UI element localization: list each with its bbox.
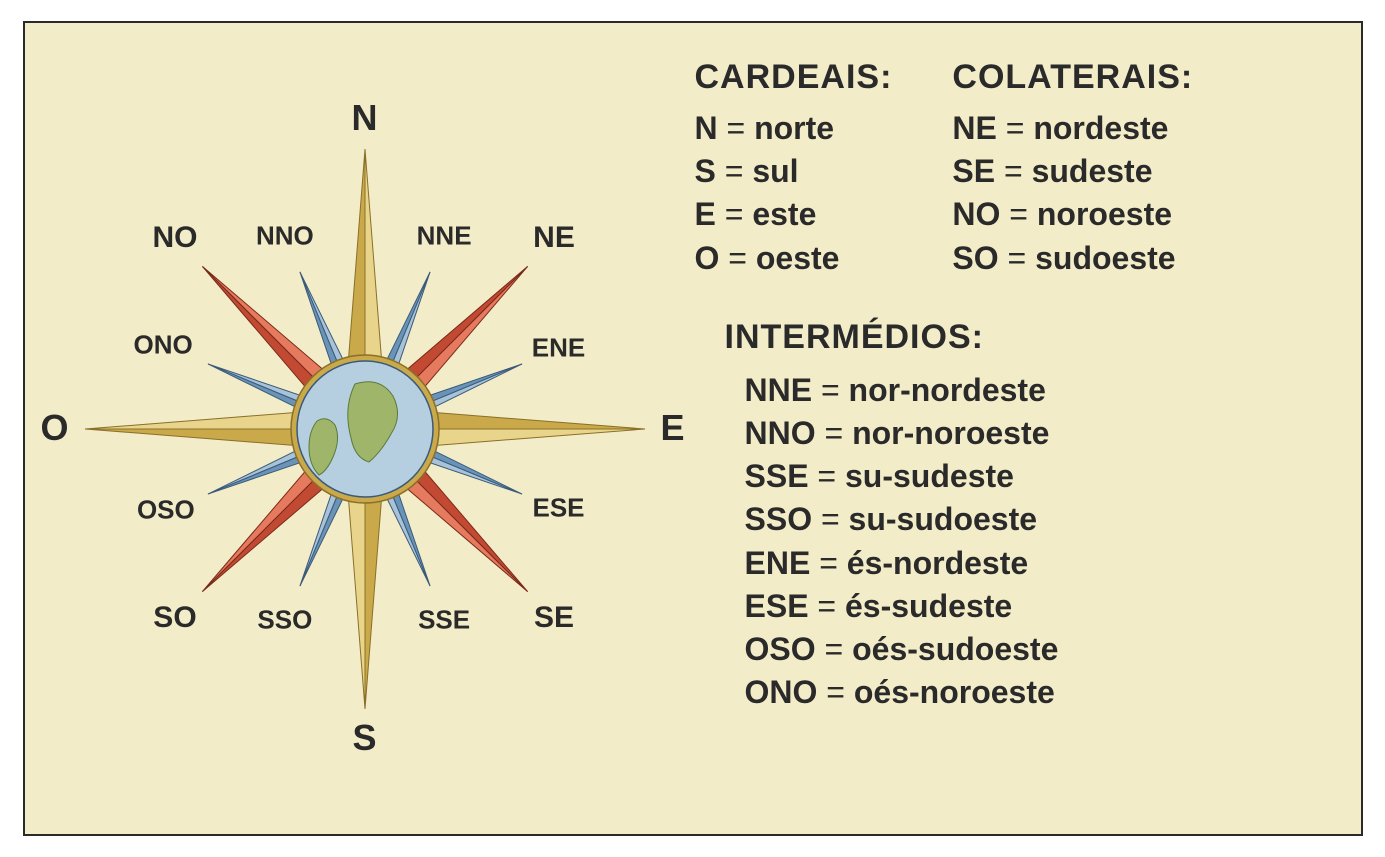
intermedios-item: ENE = és-nordeste xyxy=(745,542,1341,585)
compass-rose xyxy=(25,24,685,834)
intermedios-item: ONO = oés-noroeste xyxy=(745,671,1341,714)
compass-label-ONO: ONO xyxy=(133,329,192,360)
legend-area: CARDEAIS: N = norteS = sulE = esteO = oe… xyxy=(685,23,1361,834)
intermedios-name: = xyxy=(809,458,845,494)
intermedios-name: = xyxy=(810,545,846,581)
compass-label-SO: SO xyxy=(153,601,196,635)
colaterais-item: SE = sudeste xyxy=(952,150,1193,193)
compass-label-O: O xyxy=(40,407,68,449)
colaterais-item: NE = nordeste xyxy=(952,107,1193,150)
cardeais-item: O = oeste xyxy=(695,237,893,280)
intermedios-abbr: NNO xyxy=(745,415,816,451)
cardeais-name: = xyxy=(716,196,752,232)
colaterais-item: SO = sudoeste xyxy=(952,237,1193,280)
cardeais-title: CARDEAIS: xyxy=(695,58,893,97)
intermedios-item: NNE = nor-nordeste xyxy=(745,369,1341,412)
compass-label-NNO: NNO xyxy=(256,220,314,251)
intermedios-column: INTERMÉDIOS: NNE = nor-nordesteNNO = nor… xyxy=(745,318,1341,715)
compass-label-N: N xyxy=(352,97,378,139)
colaterais-abbr: SO xyxy=(952,240,998,276)
compass-label-OSO: OSO xyxy=(137,495,195,526)
intermedios-name: = xyxy=(816,415,852,451)
compass-label-SE: SE xyxy=(534,601,574,635)
compass-label-ENE: ENE xyxy=(532,332,585,363)
diagram-frame: NNNENEENEEESESESSESSSOSOOSOOONONONNO CAR… xyxy=(23,21,1363,836)
cardeais-abbr: S xyxy=(695,153,716,189)
compass-label-SSO: SSO xyxy=(257,605,312,636)
intermedios-item: OSO = oés-sudoeste xyxy=(745,628,1341,671)
intermedios-list: NNE = nor-nordesteNNO = nor-noroesteSSE … xyxy=(745,369,1341,715)
intermedios-item: ESE = és-sudeste xyxy=(745,585,1341,628)
colaterais-list: NE = nordesteSE = sudesteNO = noroesteSO… xyxy=(952,107,1193,280)
intermedios-name: = xyxy=(817,674,853,710)
intermedios-name: = xyxy=(812,501,848,537)
cardeais-name: = xyxy=(719,240,755,276)
cardeais-item: S = sul xyxy=(695,150,893,193)
intermedios-abbr: NNE xyxy=(745,372,813,408)
colaterais-title: COLATERAIS: xyxy=(952,58,1193,97)
cardeais-name: = xyxy=(718,110,754,146)
colaterais-name: = xyxy=(997,110,1033,146)
compass-label-SSE: SSE xyxy=(418,605,470,636)
cardeais-abbr: E xyxy=(695,196,716,232)
intermedios-name: = xyxy=(809,588,845,624)
intermedios-name: = xyxy=(816,631,852,667)
colaterais-abbr: SE xyxy=(952,153,995,189)
intermedios-item: NNO = nor-noroeste xyxy=(745,412,1341,455)
intermedios-abbr: SSO xyxy=(745,501,813,537)
colaterais-column: COLATERAIS: NE = nordesteSE = sudesteNO … xyxy=(952,58,1193,280)
colaterais-name: = xyxy=(995,153,1031,189)
cardeais-column: CARDEAIS: N = norteS = sulE = esteO = oe… xyxy=(695,58,893,280)
cardeais-list: N = norteS = sulE = esteO = oeste xyxy=(695,107,893,280)
legend-top-row: CARDEAIS: N = norteS = sulE = esteO = oe… xyxy=(695,58,1341,280)
cardeais-abbr: N xyxy=(695,110,718,146)
intermedios-title: INTERMÉDIOS: xyxy=(725,318,1341,357)
intermedios-name: = xyxy=(812,372,848,408)
intermedios-abbr: ONO xyxy=(745,674,818,710)
compass-label-NNE: NNE xyxy=(417,220,472,251)
cardeais-item: E = este xyxy=(695,193,893,236)
colaterais-abbr: NO xyxy=(952,196,1000,232)
compass-label-NE: NE xyxy=(533,221,575,255)
intermedios-abbr: ESE xyxy=(745,588,809,624)
intermedios-abbr: OSO xyxy=(745,631,816,667)
intermedios-item: SSO = su-sudoeste xyxy=(745,498,1341,541)
intermedios-item: SSE = su-sudeste xyxy=(745,455,1341,498)
colaterais-item: NO = noroeste xyxy=(952,193,1193,236)
cardeais-name: = xyxy=(716,153,752,189)
intermedios-abbr: SSE xyxy=(745,458,809,494)
cardeais-item: N = norte xyxy=(695,107,893,150)
compass-area: N NNE NE ENE E ESE SE SSE S SSO SO OSO O ONO NO NNO xyxy=(25,23,685,834)
compass-label-S: S xyxy=(352,717,376,759)
intermedios-abbr: ENE xyxy=(745,545,811,581)
compass-label-ESE: ESE xyxy=(532,493,584,524)
colaterais-name: = xyxy=(1000,196,1036,232)
colaterais-name: = xyxy=(999,240,1035,276)
compass-label-NO: NO xyxy=(152,221,197,255)
cardeais-abbr: O xyxy=(695,240,720,276)
colaterais-abbr: NE xyxy=(952,110,996,146)
compass-label-E: E xyxy=(660,407,684,449)
